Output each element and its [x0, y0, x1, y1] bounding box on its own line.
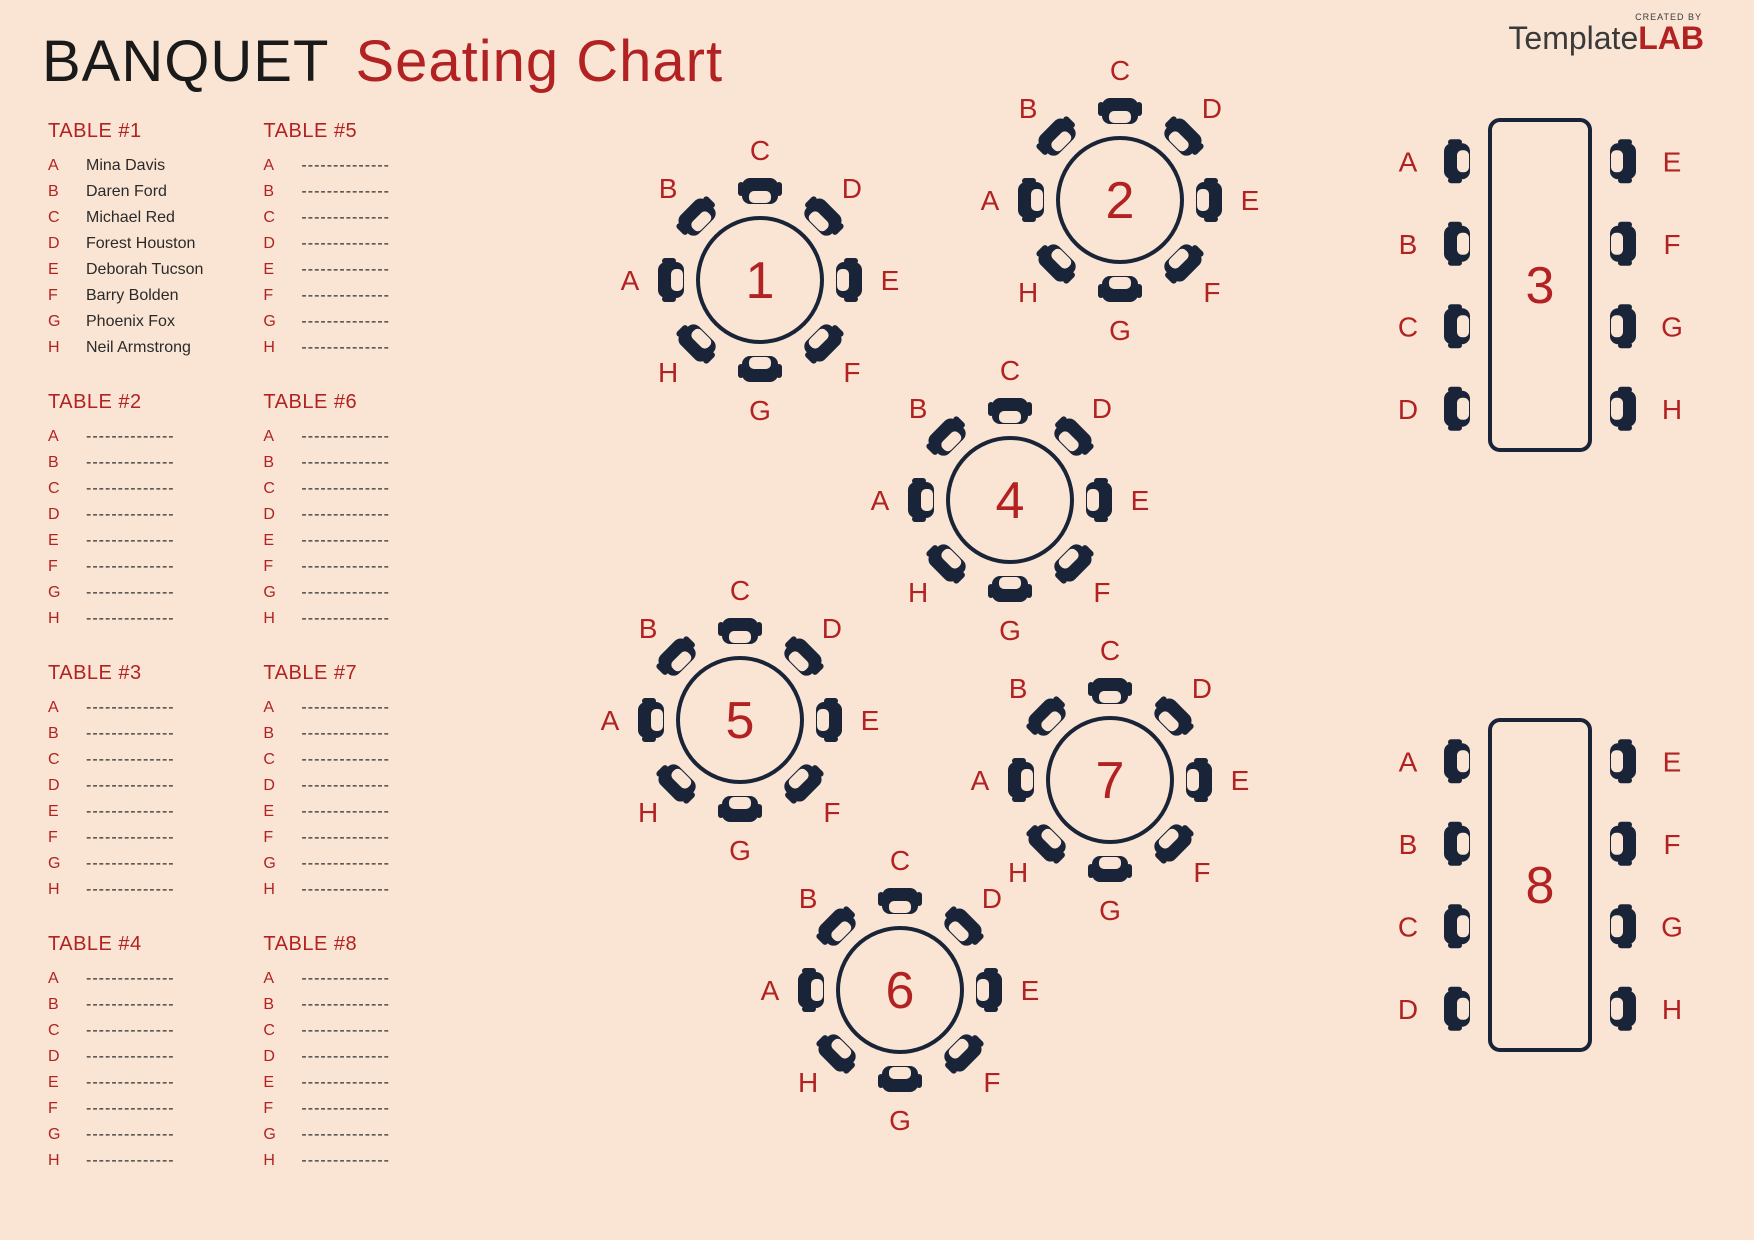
svg-text:H: H	[798, 1067, 818, 1098]
svg-text:E: E	[861, 705, 880, 736]
svg-text:H: H	[1662, 394, 1682, 425]
svg-text:A: A	[1399, 746, 1418, 777]
svg-text:A: A	[761, 975, 780, 1006]
svg-text:D: D	[1202, 93, 1222, 124]
svg-text:G: G	[729, 835, 751, 866]
svg-text:A: A	[981, 185, 1000, 216]
svg-text:E: E	[1663, 146, 1682, 177]
svg-text:H: H	[908, 577, 928, 608]
svg-text:G: G	[749, 395, 771, 426]
svg-text:G: G	[1099, 895, 1121, 926]
svg-text:F: F	[1663, 229, 1680, 260]
svg-text:C: C	[1000, 355, 1020, 386]
svg-text:F: F	[1203, 277, 1220, 308]
svg-text:D: D	[982, 883, 1002, 914]
svg-text:F: F	[1093, 577, 1110, 608]
svg-text:H: H	[658, 357, 678, 388]
svg-text:7: 7	[1096, 752, 1125, 810]
svg-text:B: B	[1019, 93, 1038, 124]
svg-text:A: A	[621, 265, 640, 296]
svg-text:C: C	[730, 575, 750, 606]
svg-text:F: F	[843, 357, 860, 388]
svg-text:D: D	[1192, 673, 1212, 704]
svg-text:G: G	[999, 615, 1021, 646]
svg-text:F: F	[823, 797, 840, 828]
svg-text:E: E	[1131, 485, 1150, 516]
svg-text:B: B	[799, 883, 818, 914]
svg-text:A: A	[971, 765, 990, 796]
svg-text:D: D	[1398, 394, 1418, 425]
svg-text:G: G	[1109, 315, 1131, 346]
svg-text:F: F	[983, 1067, 1000, 1098]
svg-text:C: C	[1398, 911, 1418, 942]
svg-text:B: B	[659, 173, 678, 204]
svg-text:G: G	[889, 1105, 911, 1136]
svg-text:G: G	[1661, 311, 1683, 342]
svg-text:8: 8	[1526, 857, 1555, 915]
svg-text:H: H	[638, 797, 658, 828]
svg-text:4: 4	[996, 472, 1025, 530]
svg-text:H: H	[1018, 277, 1038, 308]
svg-text:C: C	[1398, 311, 1418, 342]
svg-text:D: D	[1398, 994, 1418, 1025]
svg-text:C: C	[890, 845, 910, 876]
svg-text:D: D	[822, 613, 842, 644]
svg-text:E: E	[1663, 746, 1682, 777]
svg-text:5: 5	[726, 692, 755, 750]
svg-text:3: 3	[1526, 257, 1555, 315]
svg-text:B: B	[1399, 229, 1418, 260]
svg-text:H: H	[1008, 857, 1028, 888]
svg-text:E: E	[881, 265, 900, 296]
svg-text:B: B	[1009, 673, 1028, 704]
svg-text:E: E	[1241, 185, 1260, 216]
svg-text:D: D	[1092, 393, 1112, 424]
svg-text:F: F	[1193, 857, 1210, 888]
svg-text:H: H	[1662, 994, 1682, 1025]
svg-text:F: F	[1663, 829, 1680, 860]
svg-text:C: C	[1110, 55, 1130, 86]
svg-text:B: B	[1399, 829, 1418, 860]
svg-text:B: B	[639, 613, 658, 644]
svg-text:A: A	[871, 485, 890, 516]
svg-text:C: C	[1100, 635, 1120, 666]
svg-text:E: E	[1231, 765, 1250, 796]
svg-text:1: 1	[746, 252, 775, 310]
svg-text:G: G	[1661, 911, 1683, 942]
svg-text:6: 6	[886, 962, 915, 1020]
svg-text:D: D	[842, 173, 862, 204]
svg-text:C: C	[750, 135, 770, 166]
svg-text:A: A	[1399, 146, 1418, 177]
svg-text:2: 2	[1106, 172, 1135, 230]
seating-diagram: A B C D E F G H 1 A B C D E F G H 2 A B C D E F G H 4 A B C D E F G H 5 A B C D…	[0, 0, 1754, 1240]
svg-text:A: A	[601, 705, 620, 736]
svg-text:E: E	[1021, 975, 1040, 1006]
svg-text:B: B	[909, 393, 928, 424]
